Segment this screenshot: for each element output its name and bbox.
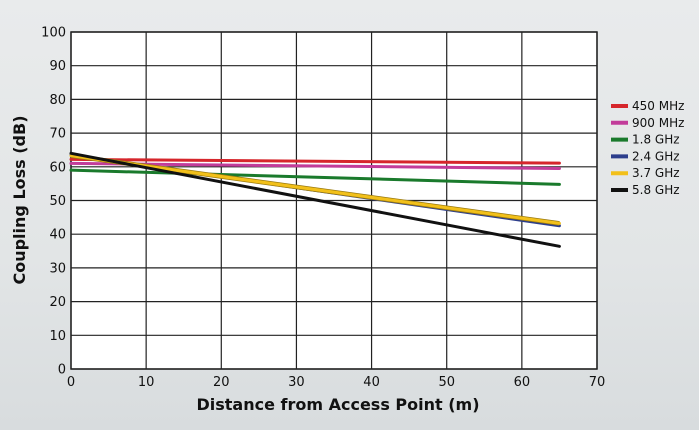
legend-label: 2.4 GHz (632, 149, 680, 163)
y-tick-label: 90 (49, 59, 66, 74)
series-line (69, 154, 561, 225)
y-tick-label: 70 (49, 127, 66, 142)
legend: 450 MHz 900 MHz 1.8 GHz 2.4 GHz 3.7 GHz 5.8 G… (611, 99, 684, 197)
y-axis-title: Coupling Loss (dB) (10, 115, 29, 284)
y-tick-label: 0 (58, 363, 66, 378)
legend-label: 1.8 GHz (632, 133, 680, 147)
y-tick-label: 40 (49, 228, 66, 243)
grid (70, 31, 598, 370)
series-line (69, 161, 561, 170)
x-axis-ticks: 0 10 20 30 40 50 60 70 (67, 375, 605, 390)
legend-label: 5.8 GHz (632, 183, 680, 197)
y-tick-label: 100 (41, 26, 66, 41)
series-line (69, 151, 561, 248)
legend-label: 450 MHz (632, 99, 684, 113)
legend-label: 900 MHz (632, 116, 684, 130)
series-line (69, 168, 561, 186)
x-tick-label: 60 (514, 375, 531, 390)
y-tick-label: 60 (49, 160, 66, 175)
y-tick-label: 10 (49, 329, 66, 344)
y-tick-label: 30 (49, 261, 66, 276)
x-tick-label: 30 (288, 375, 305, 390)
y-tick-label: 20 (49, 295, 66, 310)
legend-label: 3.7 GHz (632, 166, 680, 180)
x-tick-label: 50 (438, 375, 455, 390)
x-tick-label: 40 (363, 375, 380, 390)
x-tick-label: 70 (589, 375, 606, 390)
y-tick-label: 50 (49, 194, 66, 209)
series-line (69, 157, 561, 165)
x-tick-label: 20 (213, 375, 230, 390)
y-axis-ticks: 0 10 20 30 40 50 60 70 80 90 100 (41, 26, 66, 378)
x-tick-label: 10 (138, 375, 155, 390)
y-tick-label: 80 (49, 93, 66, 108)
x-tick-label: 0 (67, 375, 75, 390)
x-axis-title: Distance from Access Point (m) (196, 395, 479, 414)
series-lines (69, 151, 561, 248)
